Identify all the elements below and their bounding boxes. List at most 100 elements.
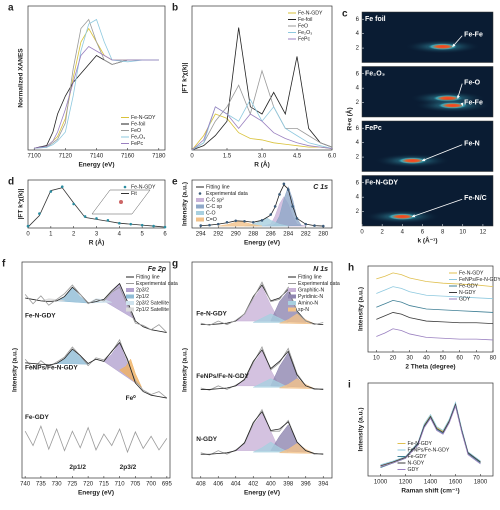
series-line: [380, 404, 481, 468]
legend-label: FePc: [131, 141, 144, 147]
legend-label: Graphitic-N: [298, 287, 324, 293]
legend-label: Fe₂O₃: [131, 134, 145, 140]
x-tick-label: 700: [146, 482, 157, 488]
legend-label: Fe-GDY: [408, 454, 428, 460]
y-axis-label: Intensity (a.u.): [182, 348, 189, 392]
subpanel-label: Fe-N-GDY: [365, 179, 398, 186]
legend-label: GDY: [408, 467, 420, 473]
annotation: 2p1/2: [69, 464, 86, 471]
x-tick-label: 394: [318, 482, 329, 488]
annotation: Fe-GDY: [25, 414, 50, 421]
series-line: [380, 403, 481, 467]
legend-label: Experimental data: [206, 191, 248, 197]
legend-label: Fit: [131, 191, 137, 197]
annotation: Fe-N-GDY: [196, 311, 227, 318]
heatmap-panel: [361, 11, 494, 63]
legend-label: C-C sp²: [206, 197, 224, 203]
x-tick-label: 7120: [59, 154, 73, 160]
data-point: [243, 219, 246, 223]
x-tick-label: 5: [140, 232, 144, 238]
data-point: [26, 224, 30, 228]
panel-letter: a: [8, 3, 14, 14]
annotation: Fe⁰: [126, 394, 137, 402]
data-point: [260, 219, 264, 222]
y-tick-label: 6: [356, 71, 360, 77]
panel-letter: d: [8, 177, 14, 188]
x-tick-label: 284: [283, 232, 294, 238]
x-tick-label: 282: [301, 232, 312, 238]
intensity-spot: [426, 43, 459, 51]
x-tick-label: 0: [26, 232, 30, 238]
plot-frame: [21, 261, 171, 479]
series-line: [200, 184, 324, 227]
x-tick-label: 695: [162, 482, 173, 488]
annotation: Fe-N-GDY: [25, 313, 56, 320]
legend-swatch: [288, 307, 296, 312]
x-tick-label: 402: [248, 482, 259, 488]
data-point: [273, 205, 277, 208]
x-tick-label: 7140: [90, 154, 104, 160]
peak-area: [56, 287, 89, 304]
x-tick-label: 398: [283, 482, 294, 488]
x-tick-label: 1600: [449, 480, 463, 486]
plot-frame: [191, 179, 333, 229]
annotation: Fe-N: [464, 141, 480, 148]
annotation-arrow: [421, 144, 463, 162]
x-tick-label: 2: [72, 232, 76, 238]
x-tick-label: 404: [231, 482, 242, 488]
x-tick-label: 715: [99, 482, 110, 488]
data-point: [313, 224, 316, 227]
panel-letter: i: [348, 380, 351, 391]
series-line: [376, 299, 494, 313]
plot-frame: [191, 261, 333, 479]
legend-label: 2p1/2 Satellite: [136, 307, 169, 313]
x-tick-label: 280: [318, 232, 329, 238]
legend-label: C-O: [206, 210, 216, 216]
data-point: [152, 224, 155, 228]
series-line: [376, 328, 494, 341]
series-line: [200, 349, 324, 390]
legend-label: N-GDY: [408, 460, 425, 466]
x-tick-label: 735: [36, 482, 47, 488]
x-tick-label: 3: [95, 232, 99, 238]
legend-label: FeNPs/Fe-N-GDY: [408, 447, 450, 453]
annotation: FeNPs/Fe-N-GDY: [196, 373, 249, 380]
legend-label: Pyridinic-N: [298, 294, 323, 300]
legend-swatch: [196, 211, 204, 215]
y-tick-label: 2: [356, 209, 360, 215]
intensity-spot: [386, 213, 419, 221]
x-axis-label: Energy (eV): [244, 490, 280, 497]
legend-label: Amino-N: [298, 300, 318, 306]
y-axis-label: |FT k³χ(k)|: [182, 62, 189, 93]
data-point: [49, 190, 53, 193]
data-point: [295, 217, 299, 220]
x-tick-label: 12: [480, 230, 487, 236]
x-axis-label: Energy (eV): [78, 162, 114, 169]
x-tick-label: 80: [490, 356, 497, 362]
x-tick-label: 740: [20, 482, 31, 488]
data-point: [225, 220, 229, 224]
legend-label: Fe-N-GDY: [131, 184, 156, 190]
series-line: [376, 286, 494, 300]
molecule-inset: [91, 189, 151, 215]
data-point: [216, 222, 220, 226]
x-tick-label: 400: [266, 482, 277, 488]
series-line: [191, 113, 333, 151]
legend-label: Fe₂O₃: [298, 30, 312, 36]
x-tick-label: 1.5: [223, 154, 232, 160]
data-point: [286, 188, 290, 191]
legend-label: Fitting line: [298, 274, 322, 280]
legend-swatch: [196, 204, 204, 209]
legend-label: Fe-N-GDY: [131, 115, 156, 121]
y-axis-label: |FT k³χ(k)|: [18, 188, 25, 219]
x-axis-label: Energy (eV): [244, 240, 280, 247]
subpanel-label: FePc: [365, 125, 382, 132]
x-axis-label: R (Å): [89, 238, 105, 247]
annotation-arrow: [456, 83, 463, 99]
annotation-arrow: [411, 198, 463, 218]
legend-label: C=O: [206, 217, 217, 223]
y-tick-label: 6: [356, 180, 360, 186]
panel-letter: h: [348, 263, 354, 274]
legend-swatch: [288, 294, 296, 299]
x-tick-label: 2: [380, 230, 384, 236]
